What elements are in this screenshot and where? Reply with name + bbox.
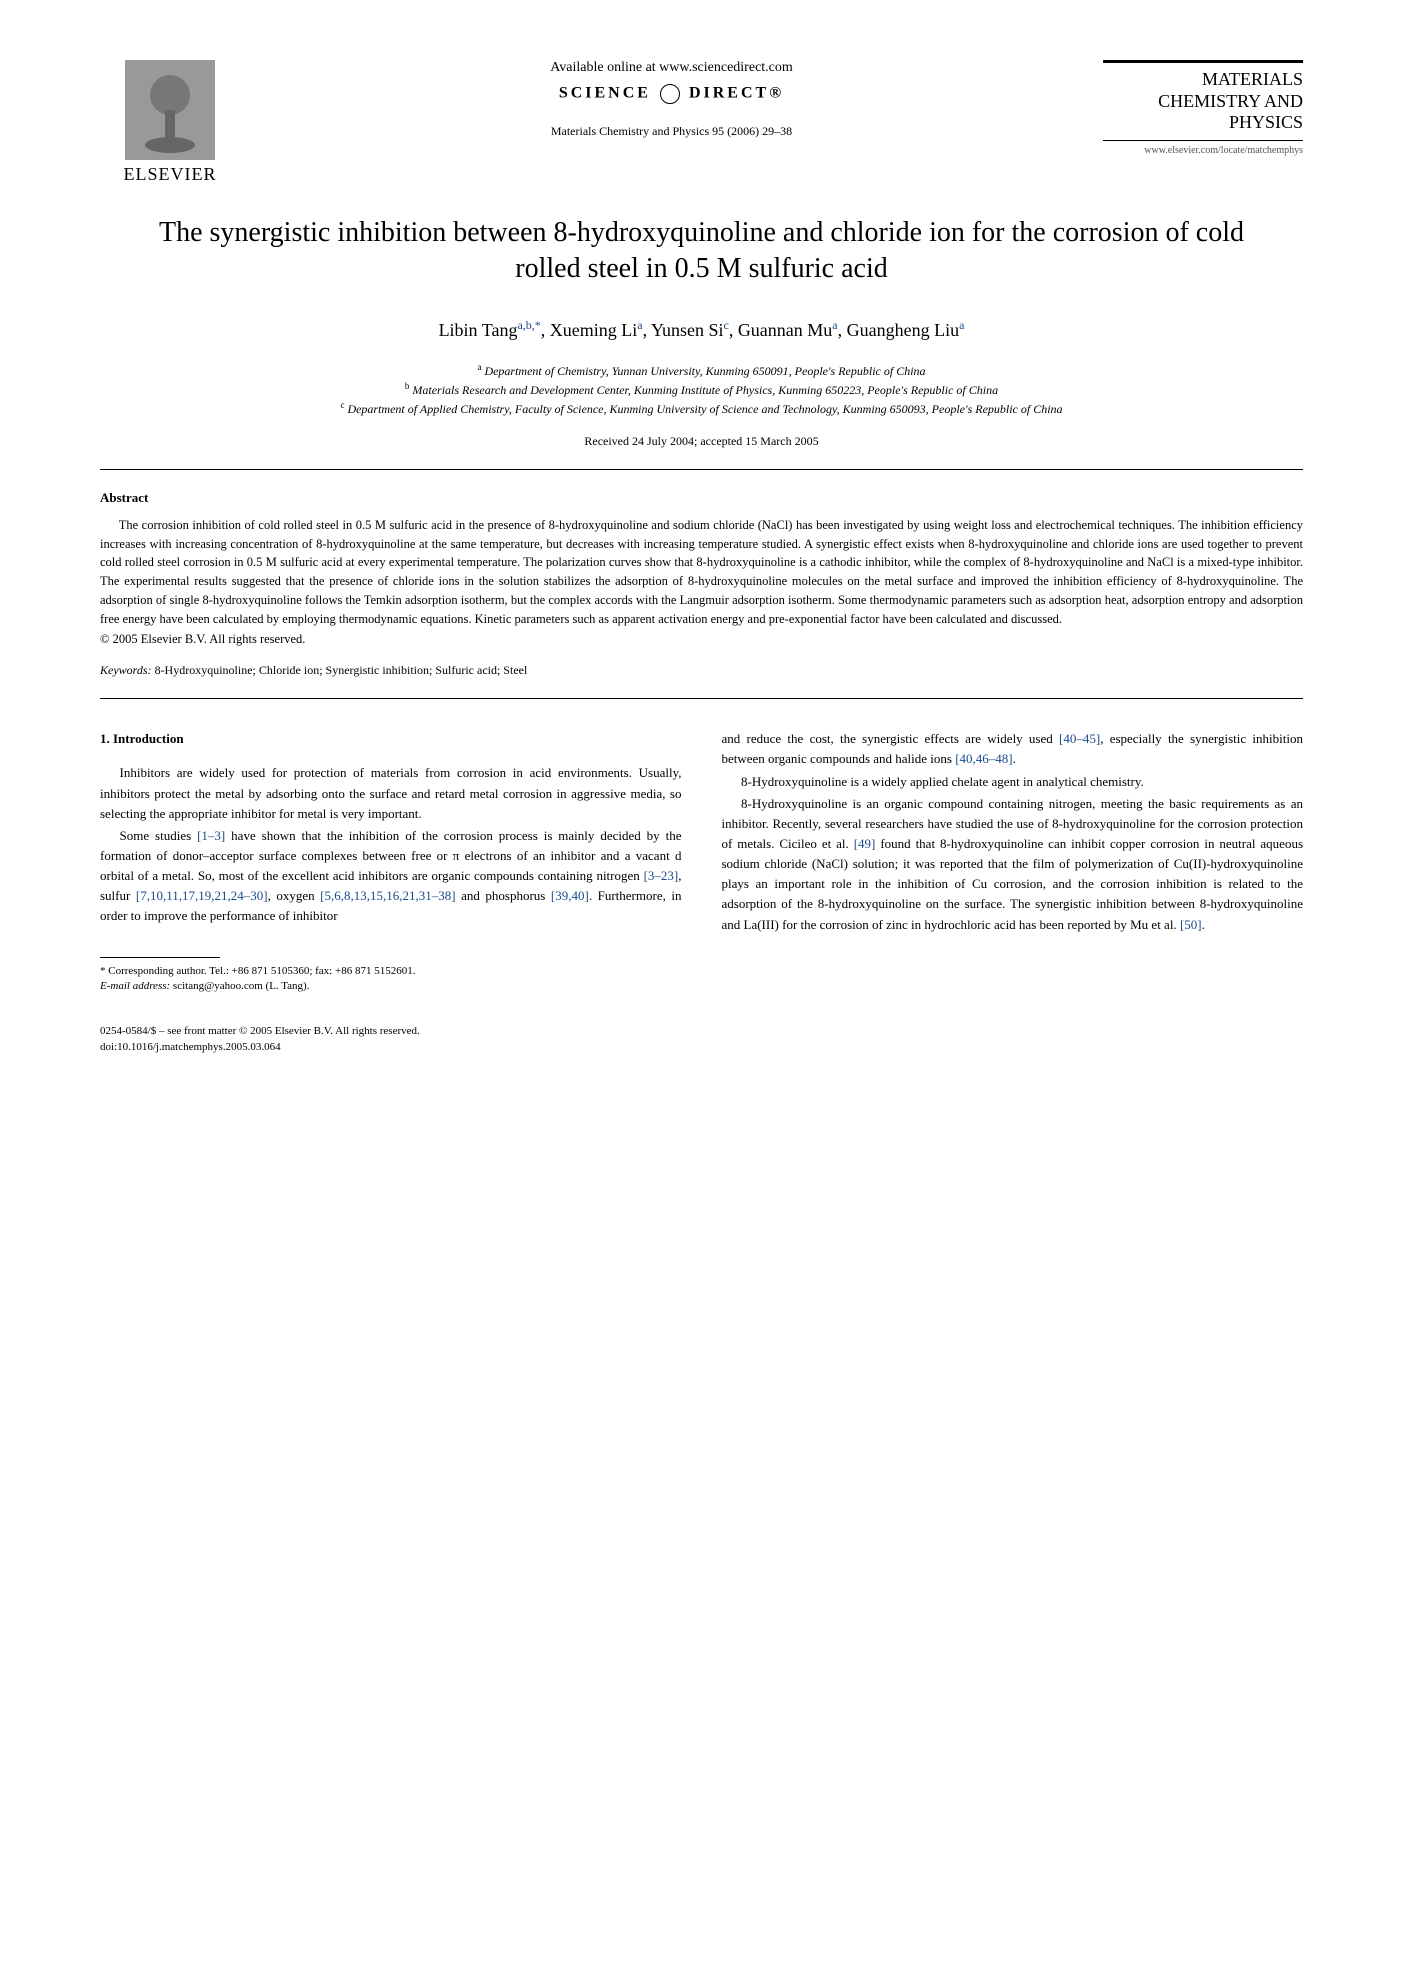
publisher-name: ELSEVIER [124,164,217,185]
ref-49[interactable]: [49] [854,836,876,851]
keywords-label: Keywords: [100,663,152,677]
affiliation-a: a Department of Chemistry, Yunnan Univer… [100,361,1303,380]
bottom-info: 0254-0584/$ – see front matter © 2005 El… [100,1024,682,1055]
available-online-text: Available online at www.sciencedirect.co… [260,60,1083,76]
publisher-block: ELSEVIER [100,60,240,185]
ref-50[interactable]: [50] [1180,917,1202,932]
intro-p5: 8-Hydroxyquinoline is an organic compoun… [722,794,1304,935]
rule-2 [100,698,1303,699]
footnote-rule [100,957,220,958]
ref-1-3[interactable]: [1–3] [197,828,225,843]
journal-block: MATERIALS CHEMISTRY AND PHYSICS www.else… [1103,60,1303,156]
body-columns: 1. Introduction Inhibitors are widely us… [100,729,1303,1055]
intro-p2: Some studies [1–3] have shown that the i… [100,826,682,927]
ref-3-23[interactable]: [3–23] [644,868,679,883]
affiliation-b: b Materials Research and Development Cen… [100,380,1303,399]
journal-url[interactable]: www.elsevier.com/locate/matchemphys [1103,145,1303,156]
abstract-heading: Abstract [100,490,1303,506]
science-direct-icon [660,84,680,104]
affiliations: a Department of Chemistry, Yunnan Univer… [100,361,1303,418]
keywords-text: 8-Hydroxyquinoline; Chloride ion; Synerg… [155,663,528,677]
header-row: ELSEVIER Available online at www.science… [100,60,1303,185]
left-column: 1. Introduction Inhibitors are widely us… [100,729,682,1055]
intro-p4: 8-Hydroxyquinoline is a widely applied c… [722,772,1304,792]
journal-citation: Materials Chemistry and Physics 95 (2006… [260,124,1083,139]
ref-40-46-48[interactable]: [40,46–48] [955,751,1012,766]
elsevier-tree-logo [125,60,215,160]
article-title: The synergistic inhibition between 8-hyd… [140,215,1263,288]
intro-p1: Inhibitors are widely used for protectio… [100,763,682,823]
email-line: E-mail address: scitang@yahoo.com (L. Ta… [100,979,682,994]
journal-title: MATERIALS CHEMISTRY AND PHYSICS [1103,60,1303,141]
ref-39-40[interactable]: [39,40] [551,888,589,903]
science-direct-logo: SCIENCE DIRECT® [260,84,1083,104]
abstract-text: The corrosion inhibition of cold rolled … [100,516,1303,629]
author-1: Libin Tanga,b,* [439,320,541,340]
right-column: and reduce the cost, the synergistic eff… [722,729,1304,1055]
keywords-line: Keywords: 8-Hydroxyquinoline; Chloride i… [100,663,1303,678]
doi-line: doi:10.1016/j.matchemphys.2005.03.064 [100,1040,682,1055]
author-3: Yunsen Sic [651,320,729,340]
issn-line: 0254-0584/$ – see front matter © 2005 El… [100,1024,682,1039]
ref-sulfur[interactable]: [7,10,11,17,19,21,24–30] [136,888,268,903]
corresponding-footnote: * Corresponding author. Tel.: +86 871 51… [100,964,682,995]
abstract-copyright: © 2005 Elsevier B.V. All rights reserved… [100,632,1303,647]
rule-1 [100,469,1303,470]
author-4: Guannan Mua [738,320,838,340]
authors-line: Libin Tanga,b,*, Xueming Lia, Yunsen Sic… [100,318,1303,341]
received-date: Received 24 July 2004; accepted 15 March… [100,434,1303,449]
corr-author-line: * Corresponding author. Tel.: +86 871 51… [100,964,682,979]
ref-40-45[interactable]: [40–45] [1059,731,1100,746]
author-2: Xueming Lia [550,320,643,340]
intro-p3: and reduce the cost, the synergistic eff… [722,729,1304,769]
science-direct-text2: DIRECT® [689,85,784,102]
elsevier-logo-icon [125,60,215,160]
ref-oxygen[interactable]: [5,6,8,13,15,16,21,31–38] [320,888,455,903]
author-5: Guangheng Liua [847,320,965,340]
section-1-heading: 1. Introduction [100,729,682,749]
science-direct-text1: SCIENCE [559,85,651,102]
header-center: Available online at www.sciencedirect.co… [240,60,1103,139]
affiliation-c: c Department of Applied Chemistry, Facul… [100,399,1303,418]
